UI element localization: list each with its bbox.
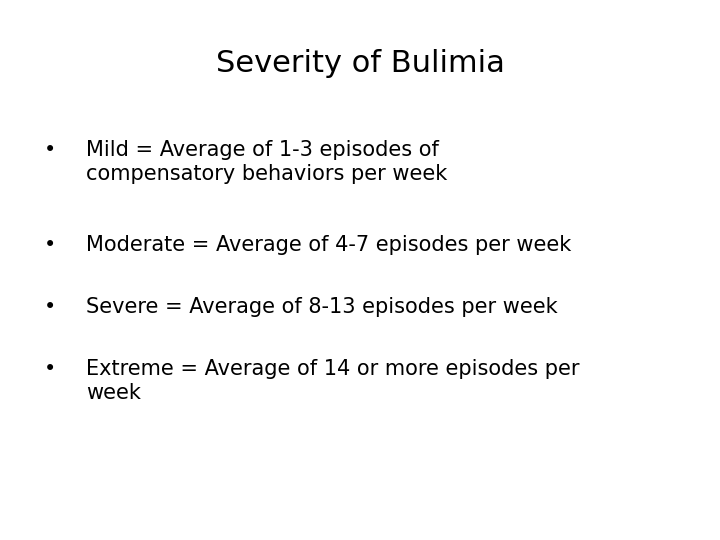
Text: Severe = Average of 8-13 episodes per week: Severe = Average of 8-13 episodes per we… [86, 297, 558, 317]
Text: Mild = Average of 1-3 episodes of
compensatory behaviors per week: Mild = Average of 1-3 episodes of compen… [86, 140, 448, 184]
Text: •: • [44, 235, 57, 255]
Text: •: • [44, 297, 57, 317]
Text: Moderate = Average of 4-7 episodes per week: Moderate = Average of 4-7 episodes per w… [86, 235, 572, 255]
Text: Extreme = Average of 14 or more episodes per
week: Extreme = Average of 14 or more episodes… [86, 359, 580, 403]
Text: •: • [44, 359, 57, 379]
Text: Severity of Bulimia: Severity of Bulimia [215, 49, 505, 78]
Text: •: • [44, 140, 57, 160]
